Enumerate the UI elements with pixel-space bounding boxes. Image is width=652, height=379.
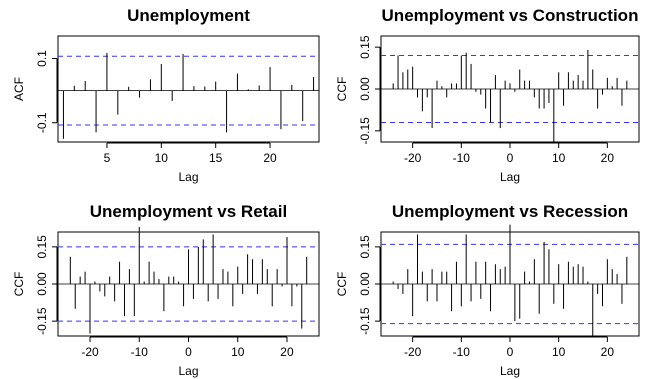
chart-panel-3: Unemployment vs Retail -20 -10 0 10 20 Lag -0.1… [12, 202, 320, 378]
x-tick-label: 10 [231, 345, 245, 359]
x-tick-label: 0 [507, 151, 514, 165]
y-axis-label: CCF [12, 272, 26, 297]
y-tick-label: 0.1 [35, 50, 49, 67]
chart-panel-2: Unemployment vs Construction -20 -10 0 10 20 L… [335, 6, 640, 184]
y-tick-label: 0.15 [35, 235, 49, 259]
x-axis-label: Lag [500, 364, 520, 378]
x-tick-label: 0 [507, 345, 514, 359]
x-tick-label: 10 [155, 151, 169, 165]
x-tick-label: 15 [209, 151, 223, 165]
x-tick-label: -20 [81, 345, 99, 359]
x-tick-label: 10 [552, 345, 566, 359]
chart-panel-1: Unemployment 5 10 15 20 Lag -0.1 0.1 ACF [12, 6, 320, 184]
x-axis-label: Lag [500, 170, 520, 184]
y-tick-label: -0.1 [35, 112, 49, 133]
chart-title: Unemployment vs Recession [392, 202, 628, 221]
chart-title: Unemployment vs Retail [90, 202, 287, 221]
x-tick-label: 20 [601, 345, 615, 359]
y-tick-label: -0.15 [358, 307, 372, 335]
y-tick-label: 0.00 [358, 77, 372, 101]
y-tick-label: 0.15 [358, 35, 372, 59]
chart-title: Unemployment vs Construction [382, 6, 639, 25]
x-axis-label: Lag [178, 170, 198, 184]
y-tick-label: -0.15 [358, 117, 372, 145]
x-tick-label: -20 [404, 151, 422, 165]
x-tick-label: -10 [453, 151, 471, 165]
y-tick-label: 0.15 [358, 235, 372, 259]
x-tick-label: 10 [552, 151, 566, 165]
chart-title: Unemployment [127, 6, 250, 25]
y-tick-label: 0.00 [35, 272, 49, 296]
x-tick-label: 20 [263, 151, 277, 165]
x-tick-label: 0 [185, 345, 192, 359]
x-tick-label: 5 [104, 151, 111, 165]
x-tick-label: 20 [280, 345, 294, 359]
plot-frame [57, 35, 320, 143]
y-axis-label: CCF [335, 272, 349, 297]
y-tick-label: -0.15 [35, 307, 49, 335]
x-tick-label: 20 [601, 151, 615, 165]
x-tick-label: -20 [404, 345, 422, 359]
chart-panel-4: Unemployment vs Recession -20 -10 0 10 20 Lag -… [335, 202, 640, 378]
y-axis-label: ACF [12, 77, 26, 101]
x-tick-label: -10 [453, 345, 471, 359]
y-axis-label: CCF [335, 77, 349, 102]
x-tick-label: -10 [131, 345, 149, 359]
x-axis-label: Lag [178, 364, 198, 378]
y-tick-label: 0.00 [358, 272, 372, 296]
